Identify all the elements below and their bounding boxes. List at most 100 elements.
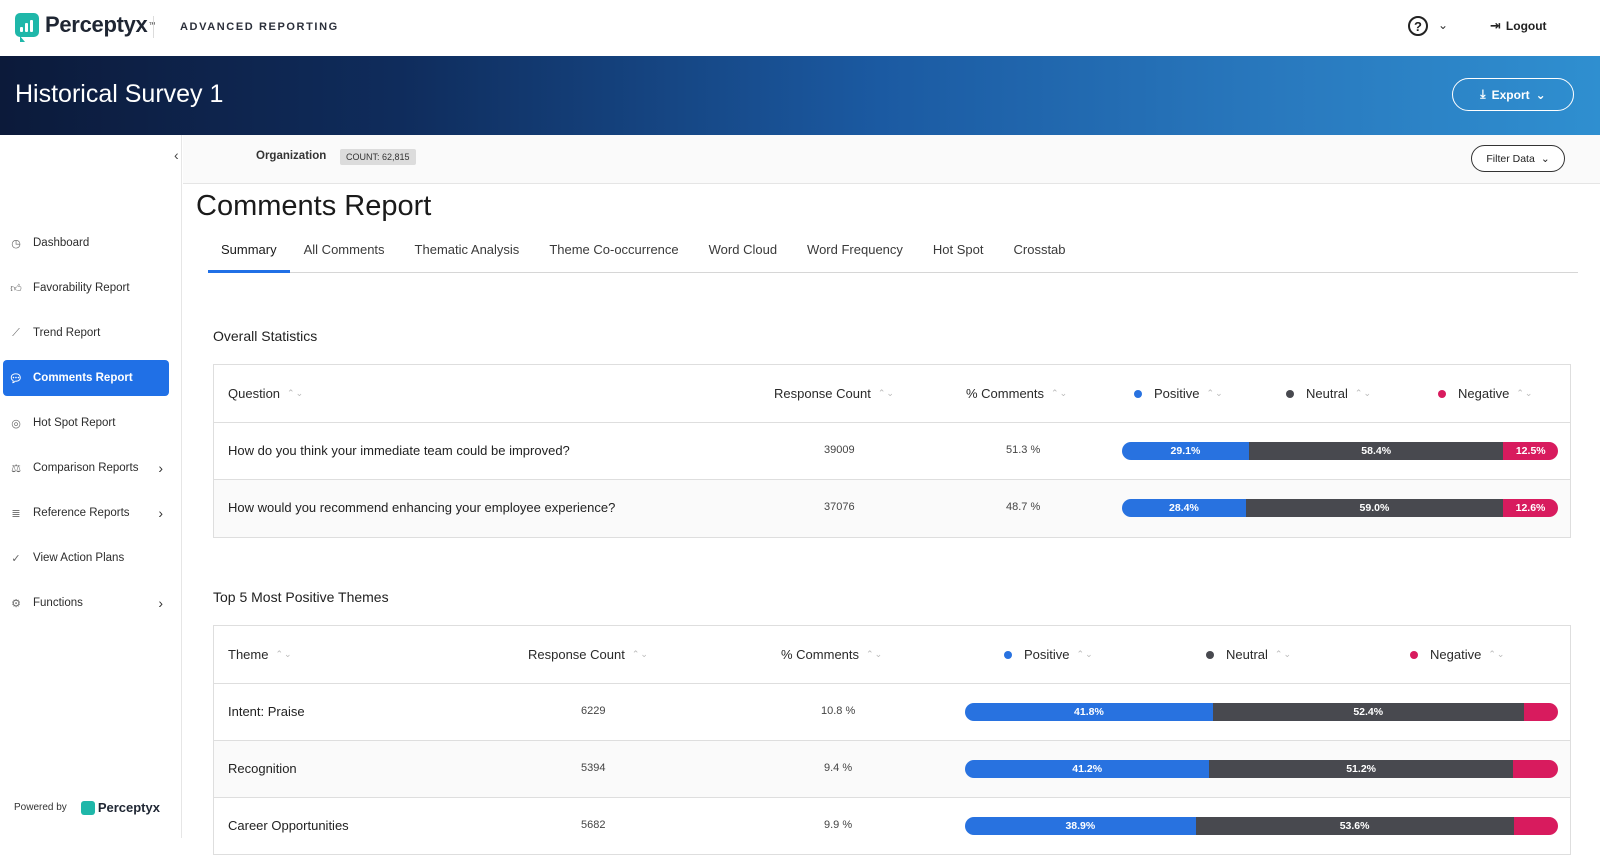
column-label: Positive [1154,386,1200,401]
positive-segment: 29.1% [1122,442,1249,460]
table-row[interactable]: How do you think your immediate team cou… [214,423,1570,480]
question-circle-icon[interactable]: ? [1408,16,1428,36]
column-theme[interactable]: Theme ⌃⌄ [228,647,293,662]
sort-icon[interactable]: ⌃⌄ [877,388,895,398]
tab-crosstab[interactable]: Crosstab [1013,242,1066,257]
negative-dot-icon [1438,389,1446,398]
positive-themes-table: Theme ⌃⌄ Response Count ⌃⌄ % Comments ⌃⌄ Po… [213,625,1571,855]
pct-comments: 48.7 % [1006,501,1041,513]
sidebar-item-label: Hot Spot Report [33,417,116,429]
sort-icon[interactable]: ⌃⌄ [1206,388,1224,398]
theme-name: Intent: Praise [228,704,305,719]
sort-icon[interactable]: ⌃⌄ [1051,388,1069,398]
neutral-segment: 58.4% [1248,442,1504,460]
column-negative[interactable]: Negative ⌃⌄ [1438,386,1533,401]
sort-icon[interactable]: ⌃⌄ [1488,649,1506,659]
target-icon: ◎ [11,417,21,430]
sort-icon[interactable]: ⌃⌄ [1274,649,1293,659]
sort-icon[interactable]: ⌃⌄ [866,649,884,659]
response-count: 5394 [581,762,606,774]
column-response-count[interactable]: Response Count ⌃⌄ [774,386,895,401]
tab-word-cloud[interactable]: Word Cloud [708,242,778,257]
powered-brand: Perceptyx [97,800,160,815]
response-count: 37076 [824,501,855,513]
positive-themes-title: Top 5 Most Positive Themes [213,589,389,605]
sidebar-item-comparison-reports[interactable]: ⚖︎ Comparison Reports › [3,450,169,486]
column-label: Neutral [1226,647,1268,662]
count-badge: COUNT: 62,815 [340,149,416,165]
export-label: Export [1491,87,1530,102]
column-label: Theme [228,647,269,662]
sort-icon[interactable]: ⌃⌄ [631,649,649,659]
export-button[interactable]: ⤓ Export ⌄ [1452,78,1574,111]
check-circle-icon: ✓ [11,552,21,565]
column-pct-comments[interactable]: % Comments ⌃⌄ [966,386,1068,401]
column-pct-comments[interactable]: % Comments ⌃⌄ [781,647,883,662]
sidebar-item-view-action-plans[interactable]: ✓ View Action Plans [3,540,169,576]
survey-banner: Historical Survey 1 ⤓ Export ⌄ [0,56,1600,135]
collapse-sidebar-icon[interactable]: ‹ [174,147,179,163]
logout-button[interactable]: ⇥ Logout [1490,18,1547,34]
table-header: Theme ⌃⌄ Response Count ⌃⌄ % Comments ⌃⌄ Po… [214,626,1570,684]
thumbs-up-icon: 👍︎ [10,282,22,295]
table-row[interactable]: Career Opportunities 5682 9.9 % 38.9% 53… [214,798,1570,855]
sidebar-item-trend-report[interactable]: ⟋ Trend Report [3,315,169,351]
sort-icon[interactable]: ⌃⌄ [1354,388,1373,398]
column-question[interactable]: Question ⌃⌄ [228,386,304,401]
column-neutral[interactable]: Neutral ⌃⌄ [1206,647,1292,662]
perceptyx-logo[interactable]: Perceptyx ™ [15,12,155,42]
column-positive[interactable]: Positive ⌃⌄ [1134,386,1224,401]
table-row[interactable]: How would you recommend enhancing your e… [214,480,1570,537]
trend-icon: ⟋ [12,326,20,339]
filter-data-label: Filter Data [1486,152,1535,165]
logo-mark-icon [80,800,95,815]
tab-all-comments[interactable]: All Comments [303,242,385,257]
tab-summary[interactable]: Summary [208,236,290,273]
negative-segment: 12.5% [1503,442,1558,460]
sidebar-item-label: Comparison Reports [33,462,139,474]
sort-icon[interactable]: ⌃⌄ [275,649,293,659]
chevron-right-icon: › [158,460,163,476]
column-neutral[interactable]: Neutral ⌃⌄ [1286,386,1372,401]
divider [153,16,154,38]
negative-segment [1523,703,1558,721]
dashboard-icon: ◷ [11,237,21,250]
tab-theme-co-occurrence[interactable]: Theme Co-occurrence [549,242,679,257]
organization-bar: Organization COUNT: 62,815 Filter Data ⌄ [183,135,1600,184]
negative-segment: 12.6% [1503,499,1558,517]
negative-segment [1513,817,1558,835]
table-row[interactable]: Recognition 5394 9.4 % 41.2% 51.2% [214,741,1570,798]
positive-segment: 41.8% [965,703,1213,721]
page-title: Comments Report [196,190,432,222]
positive-dot-icon [1004,650,1012,659]
tab-thematic-analysis[interactable]: Thematic Analysis [414,242,520,257]
sidebar-item-reference-reports[interactable]: ≣ Reference Reports › [3,495,169,531]
tab-hot-spot[interactable]: Hot Spot [932,242,984,257]
chevron-down-icon[interactable]: ⌄ [1438,18,1449,32]
column-negative[interactable]: Negative ⌃⌄ [1410,647,1505,662]
powered-by: Powered by Perceptyx [14,800,160,815]
column-positive[interactable]: Positive ⌃⌄ [1004,647,1094,662]
sort-icon[interactable]: ⌃⌄ [287,388,305,398]
sidebar-item-hot-spot-report[interactable]: ◎ Hot Spot Report [3,405,169,441]
sidebar-item-label: Functions [33,597,83,609]
tab-word-frequency[interactable]: Word Frequency [807,242,903,257]
survey-title: Historical Survey 1 [15,80,224,108]
question-text: How would you recommend enhancing your e… [228,500,616,515]
chevron-right-icon: › [158,505,163,521]
sort-icon[interactable]: ⌃⌄ [1516,388,1534,398]
sidebar-item-dashboard[interactable]: ◷ Dashboard [3,225,169,261]
sort-icon[interactable]: ⌃⌄ [1076,649,1094,659]
sidebar-item-functions[interactable]: ⚙︎ Functions › [3,585,169,621]
theme-name: Career Opportunities [228,818,349,833]
report-tabs: Summary All Comments Thematic Analysis T… [208,236,1578,273]
filter-data-button[interactable]: Filter Data ⌄ [1471,145,1565,172]
table-row[interactable]: Intent: Praise 6229 10.8 % 41.8% 52.4% [214,684,1570,741]
neutral-segment: 53.6% [1195,817,1514,835]
brand-name: Perceptyx [45,12,148,37]
sidebar-item-favorability-report[interactable]: 👍︎ Favorability Report [3,270,169,306]
chevron-down-icon: ⌄ [1535,87,1546,102]
column-label: Response Count [774,386,871,401]
column-response-count[interactable]: Response Count ⌃⌄ [528,647,649,662]
sidebar-item-comments-report[interactable]: 💬︎ Comments Report [3,360,169,396]
